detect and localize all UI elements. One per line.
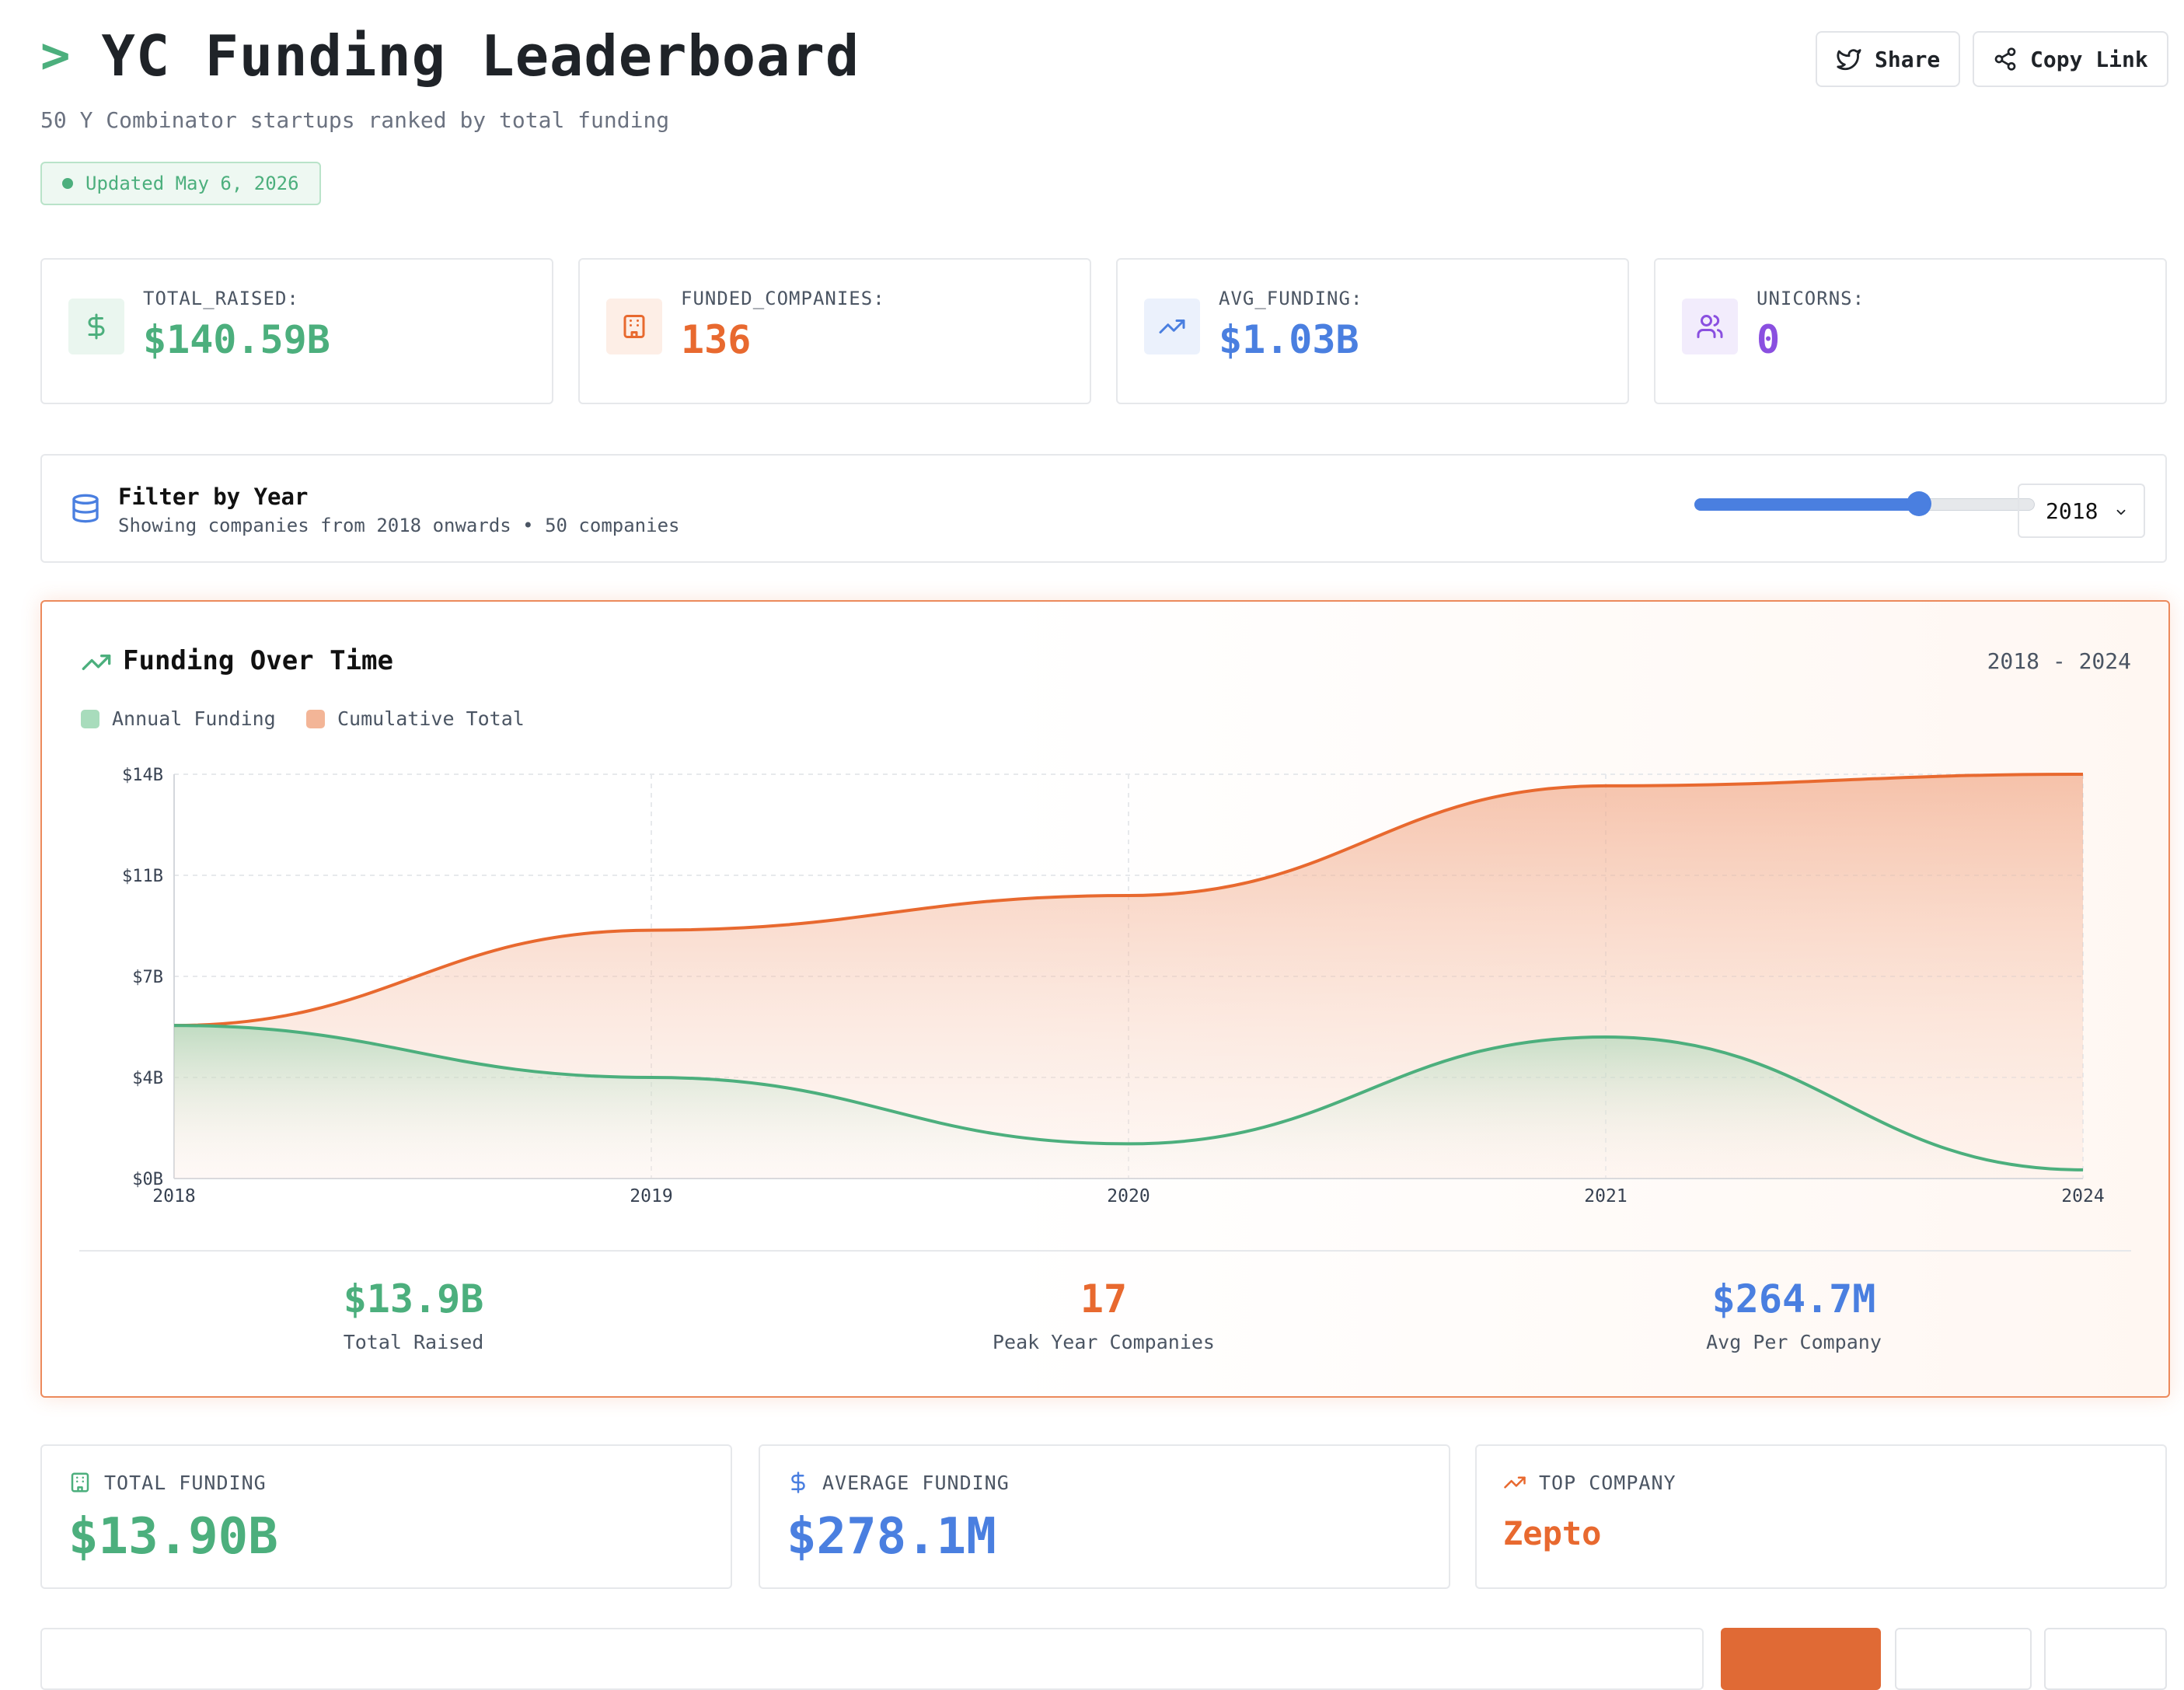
card-label: AVERAGE FUNDING [822,1471,1010,1494]
divider [79,1250,2131,1252]
total-funding-card: TOTAL FUNDING $13.90B [40,1444,732,1589]
card-value: $278.1M [787,1508,996,1566]
legend-label: Annual Funding [112,707,276,730]
y-tick-label: $11B [122,867,163,886]
chevron-down-icon [2116,509,2126,515]
y-tick-label: $4B [132,1069,163,1088]
summary-label: Total Raised [343,1331,484,1353]
annual-funding-area [174,1025,2083,1178]
twitter-icon [1837,49,1861,71]
card-label-row: TOTAL FUNDING [68,1471,267,1494]
stat-value: 0 [1757,317,1781,362]
top-company-card: TOP COMPANY Zepto [1475,1444,2167,1589]
dollar-icon [68,299,124,354]
tertiary-button[interactable] [2044,1628,2167,1690]
search-bar[interactable] [40,1628,1704,1690]
copy-link-button[interactable]: Copy Link [1973,31,2168,87]
slider-thumb[interactable] [1907,491,1932,516]
card-value: $13.90B [68,1508,278,1566]
stat-card-total-raised: TOTAL_RAISED: $140.59B [40,258,553,404]
x-tick-label: 2021 [1584,1186,1627,1206]
summary-total-raised: $13.9B Total Raised [180,1276,647,1353]
legend-swatch-green [81,709,99,728]
funding-chart-panel: Funding Over Time 2018 - 2024 Annual Fun… [40,600,2170,1398]
trending-up-icon [82,655,111,670]
summary-label: Peak Year Companies [993,1331,1215,1353]
chart-title: Funding Over Time [123,645,393,676]
filter-title: Filter by Year [118,484,309,510]
x-tick-label: 2018 [152,1186,195,1206]
status-dot-icon [62,178,73,189]
stat-label: AVG_FUNDING: [1219,288,1363,309]
y-tick-label: $14B [122,766,163,785]
x-tick-label: 2019 [630,1186,672,1206]
card-label: TOTAL FUNDING [104,1471,267,1494]
average-funding-card: AVERAGE FUNDING $278.1M [759,1444,1450,1589]
summary-value: $13.9B [343,1276,484,1322]
terminal-prompt-icon: > [40,27,71,85]
stat-value: $1.03B [1219,317,1359,362]
stat-card-funded-companies: FUNDED_COMPANIES: 136 [578,258,1091,404]
updated-badge: Updated May 6, 2026 [40,162,321,205]
stat-label: FUNDED_COMPANIES: [681,288,885,309]
chart-range: 2018 - 2024 [1987,648,2131,674]
year-filter-panel: Filter by Year Showing companies from 20… [40,454,2167,563]
stat-label: TOTAL_RAISED: [143,288,299,309]
building-icon [71,1472,89,1493]
annual-funding-line [173,1024,2084,1171]
card-value: Zepto [1503,1514,1602,1552]
page-title: YC Funding Leaderboard [101,23,860,89]
x-tick-label: 2024 [2061,1186,2104,1206]
stat-card-unicorns: UNICORNS: 0 [1654,258,2167,404]
secondary-button[interactable] [1895,1628,2032,1690]
x-tick-label: 2020 [1107,1186,1150,1206]
card-label: TOP COMPANY [1539,1471,1676,1494]
card-label-row: AVERAGE FUNDING [787,1471,1010,1494]
legend-cumulative-total[interactable]: Cumulative Total [306,707,525,730]
stat-card-avg-funding: AVG_FUNDING: $1.03B [1116,258,1629,404]
title-row: > YC Funding Leaderboard [40,23,860,89]
stat-label: UNICORNS: [1757,288,1865,309]
copy-link-label: Copy Link [2030,46,2148,72]
slider-fill [1694,498,1920,511]
filter-description: Showing companies from 2018 onwards • 50… [118,515,680,536]
summary-peak-year: 17 Peak Year Companies [870,1276,1337,1353]
share-nodes-icon [1994,47,2016,71]
legend-swatch-orange [306,709,325,728]
dollar-icon [791,1472,805,1493]
users-icon [1682,299,1738,354]
share-label: Share [1875,46,1941,72]
cumulative-total-line [173,773,2084,1028]
y-tick-label: $0B [132,1170,163,1189]
year-select[interactable]: 2018 [2018,484,2145,538]
year-slider[interactable] [1694,491,2035,516]
summary-value: $264.7M [1711,1276,1876,1322]
database-icon [72,494,99,523]
stat-value: $140.59B [143,317,330,362]
year-select-value: 2018 [2046,498,2099,524]
building-icon [606,299,662,354]
summary-avg-per-company: $264.7M Avg Per Company [1561,1276,2027,1353]
updated-text: Updated May 6, 2026 [85,173,299,194]
funding-area-chart: $0B $4B $7B $11B $14B 2018 2019 2020 2021 2024 [122,766,2105,1206]
trending-up-icon [1144,299,1200,354]
card-label-row: TOP COMPANY [1503,1471,1676,1494]
y-tick-label: $7B [132,968,163,987]
legend-annual-funding[interactable]: Annual Funding [81,707,276,730]
summary-label: Avg Per Company [1706,1331,1882,1353]
primary-button[interactable] [1721,1628,1881,1690]
stat-value: 136 [681,317,752,362]
legend-label: Cumulative Total [337,707,525,730]
summary-value: 17 [1080,1276,1128,1322]
page-subtitle: 50 Y Combinator startups ranked by total… [40,107,670,133]
share-button[interactable]: Share [1816,31,1961,87]
trending-up-icon [1504,1476,1526,1489]
